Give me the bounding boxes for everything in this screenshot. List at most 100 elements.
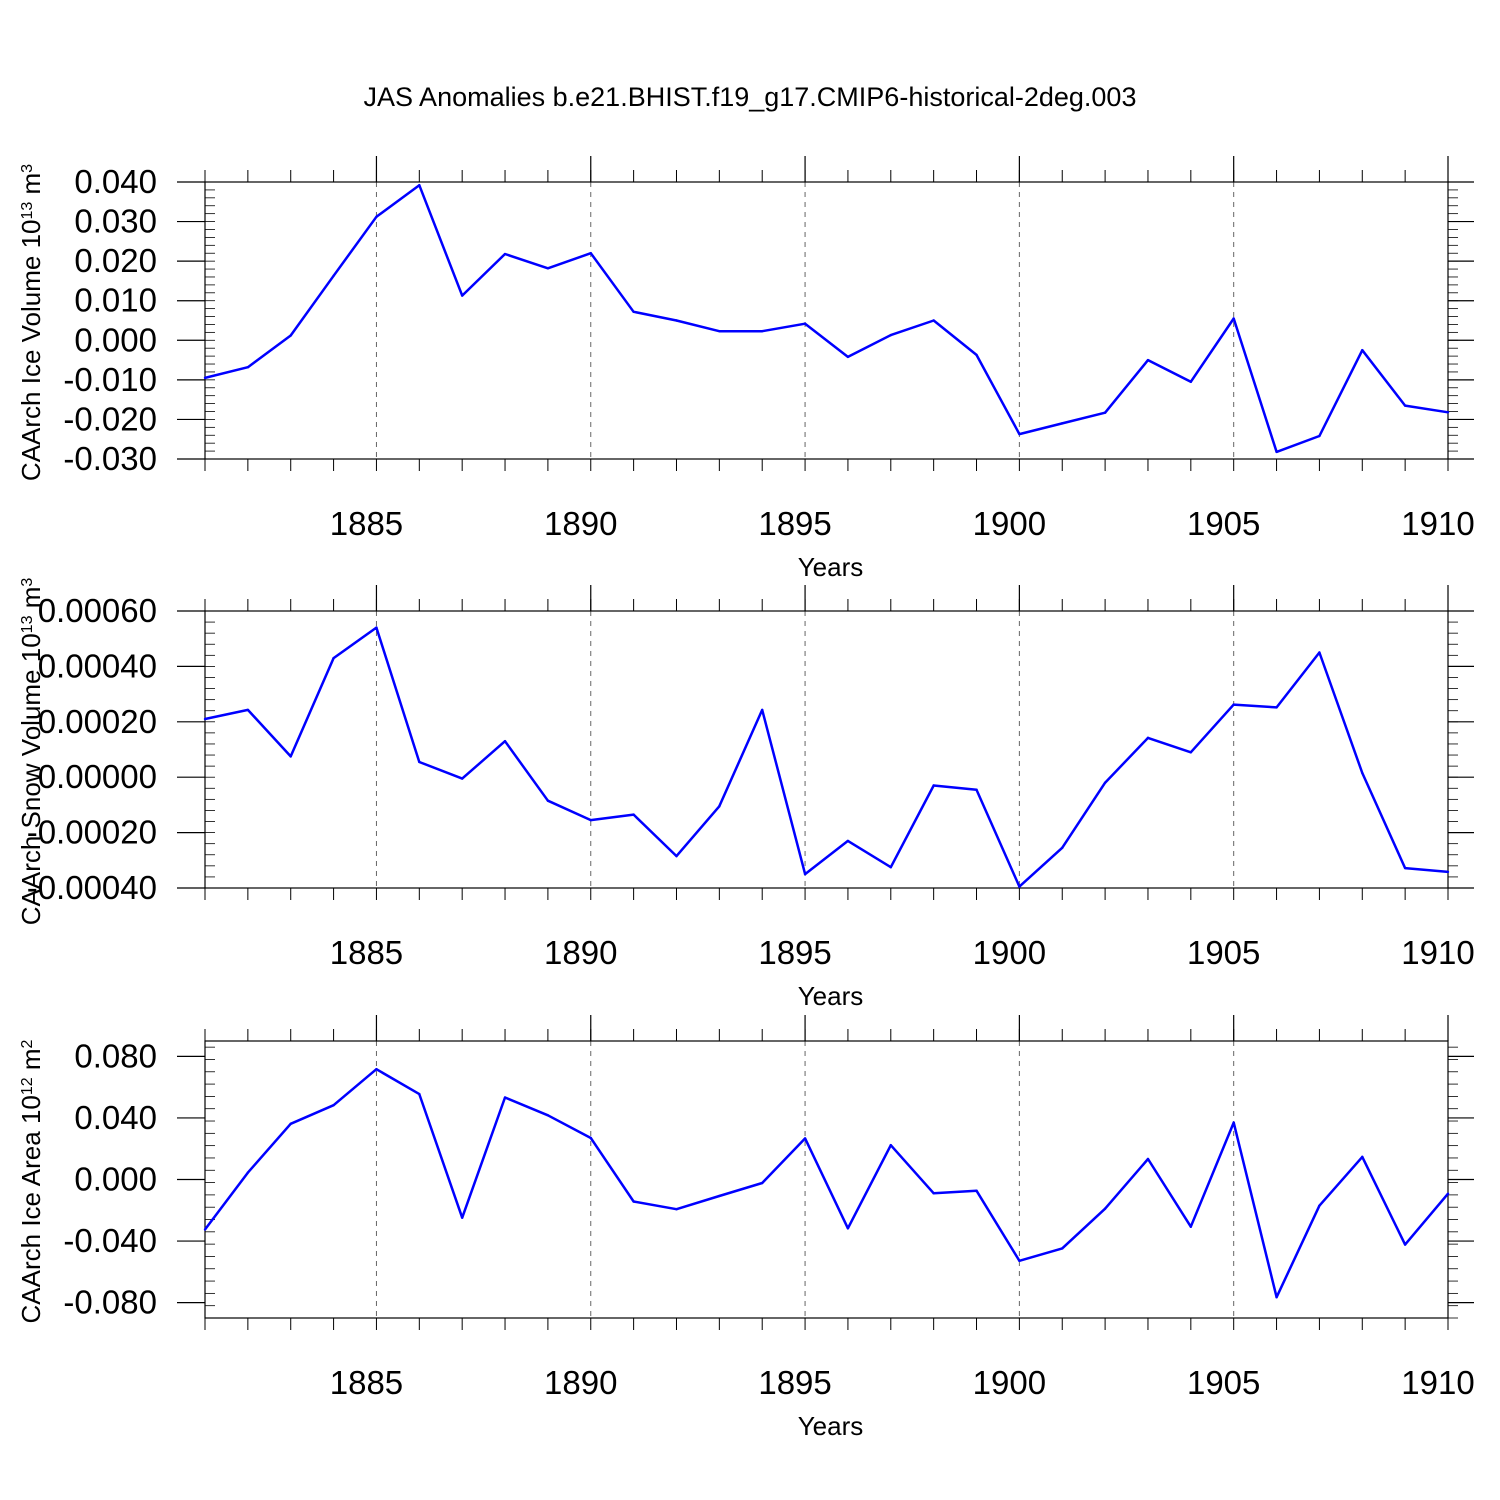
data-point <box>589 252 592 255</box>
y-tick-label: -0.040 <box>63 1222 157 1259</box>
data-point <box>846 355 850 359</box>
data-point <box>1103 411 1107 414</box>
y-tick-label: 0.00040 <box>38 647 157 684</box>
x-tick-label: 1900 <box>973 1364 1046 1401</box>
data-point <box>803 322 807 325</box>
series-line <box>204 183 1449 454</box>
y-tick-label: 0.00060 <box>38 592 157 629</box>
data-point <box>1018 432 1021 436</box>
data-point <box>1103 781 1107 784</box>
y-tick-label: 0.00020 <box>38 703 157 740</box>
data-point <box>761 329 764 333</box>
data-point <box>1275 450 1278 454</box>
data-point <box>846 1227 850 1230</box>
data-point <box>1318 651 1321 654</box>
data-point <box>975 353 978 357</box>
data-point <box>1103 1207 1107 1210</box>
data-point <box>418 1092 421 1096</box>
data-point <box>889 866 892 869</box>
data-point <box>1146 736 1150 740</box>
x-tick-label: 1900 <box>973 505 1046 542</box>
plot-frame <box>204 181 1449 460</box>
y-axis-title: CAArch Ice Volume 1013 m3 <box>16 164 46 481</box>
data-point <box>718 805 721 808</box>
y-tick-label: -0.010 <box>63 361 157 398</box>
y-tick-label: 0.030 <box>74 203 157 240</box>
data-point <box>332 274 335 277</box>
data-point <box>1189 380 1193 384</box>
data-point <box>632 1200 635 1203</box>
data-point <box>1146 358 1150 362</box>
data-point <box>932 319 935 322</box>
data-point <box>1318 434 1321 438</box>
data-point <box>1446 1192 1450 1195</box>
data-point <box>418 183 421 187</box>
data-point <box>332 1103 335 1107</box>
data-point <box>332 656 335 660</box>
data-point <box>1232 703 1235 706</box>
data-point <box>203 1228 207 1231</box>
x-tick-label: 1895 <box>758 1364 831 1401</box>
data-point <box>932 1192 935 1195</box>
data-point <box>1275 706 1278 709</box>
data-point <box>846 839 850 843</box>
data-point <box>503 739 507 743</box>
y-tick-label: 0.040 <box>74 1099 157 1136</box>
data-point <box>460 777 464 780</box>
data-point <box>761 708 764 712</box>
data-point <box>460 294 464 297</box>
data-point <box>1061 846 1064 850</box>
series-line <box>204 626 1449 888</box>
data-point <box>1061 422 1064 425</box>
data-point <box>1403 866 1407 870</box>
y-tick-label: 0.000 <box>74 1161 157 1198</box>
data-point <box>289 755 292 758</box>
y-tick-label: 0.080 <box>74 1037 157 1074</box>
data-point <box>1189 1225 1193 1228</box>
data-point <box>246 365 250 369</box>
y-tick-label: 0.00000 <box>38 758 157 795</box>
y-tick-label: 0.000 <box>74 321 157 358</box>
x-axis-title: Years <box>798 981 864 1011</box>
x-tick-label: 1885 <box>330 934 403 971</box>
data-point <box>889 333 892 337</box>
data-point <box>718 1194 721 1198</box>
x-tick-label: 1890 <box>544 505 617 542</box>
x-tick-label: 1895 <box>758 934 831 971</box>
data-point <box>546 267 550 270</box>
data-point <box>1232 1121 1235 1124</box>
x-tick-label: 1910 <box>1401 505 1474 542</box>
x-tick-label: 1910 <box>1401 934 1474 971</box>
data-point <box>718 329 721 333</box>
y-tick-label: 0.020 <box>74 242 157 279</box>
data-point <box>1018 1259 1021 1262</box>
data-point <box>546 799 550 802</box>
data-point <box>1146 1157 1150 1161</box>
data-point <box>675 319 678 322</box>
y-tick-label: 0.040 <box>74 163 157 200</box>
y-axis-title: CAArch Ice Area 1012 m2 <box>16 1039 46 1323</box>
x-tick-label: 1890 <box>544 934 617 971</box>
chart-panel-3: -0.080 -0.040 0.000 0.040 0.080 1885 1890 1895 1… <box>16 1015 1475 1441</box>
data-point <box>375 626 378 629</box>
data-point <box>1018 885 1021 888</box>
data-point <box>203 717 207 721</box>
data-point <box>1361 348 1364 352</box>
data-point <box>203 376 207 380</box>
series-line <box>204 1067 1449 1299</box>
chart-panel-1: -0.030-0.020-0.0100.0000.0100.0200.0300.… <box>16 156 1475 582</box>
plot-frame <box>204 1040 1449 1319</box>
x-tick-label: 1905 <box>1187 934 1260 971</box>
data-point <box>889 1143 892 1147</box>
data-point <box>375 1067 378 1071</box>
data-point <box>246 1171 250 1174</box>
data-point <box>675 854 678 858</box>
data-point <box>1403 1243 1407 1246</box>
data-point <box>1061 1247 1064 1250</box>
y-tick-label: 0.010 <box>74 282 157 319</box>
data-point <box>1446 411 1450 414</box>
x-tick-label: 1885 <box>330 1364 403 1401</box>
data-point <box>761 1181 764 1185</box>
data-point <box>1361 771 1364 775</box>
data-point <box>632 813 635 816</box>
